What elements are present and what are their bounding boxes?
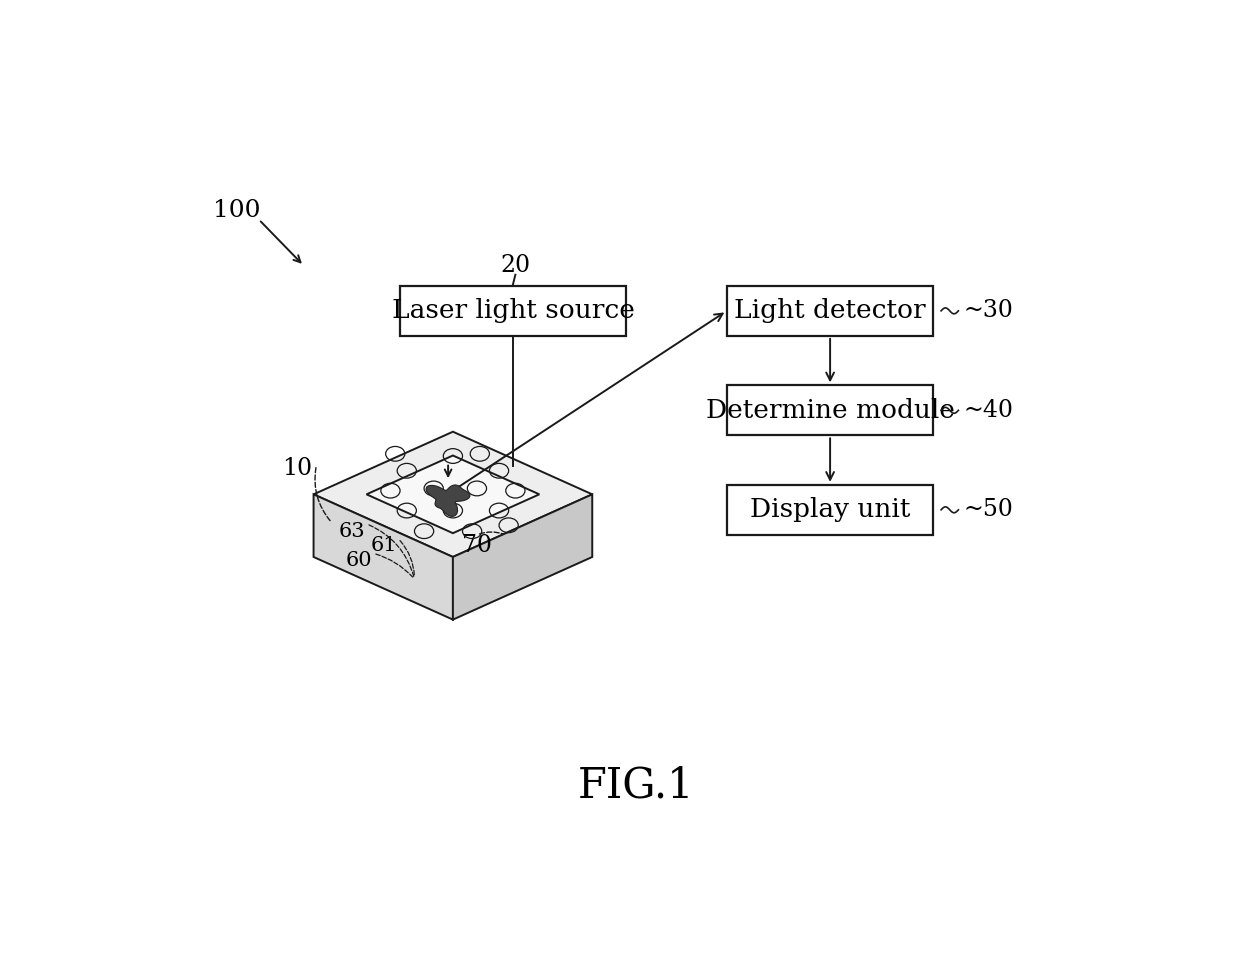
Text: 20: 20 xyxy=(500,255,531,278)
Polygon shape xyxy=(314,432,593,557)
Text: 10: 10 xyxy=(283,457,312,480)
Polygon shape xyxy=(425,485,470,517)
Text: 70: 70 xyxy=(463,534,492,557)
Polygon shape xyxy=(367,456,539,533)
Polygon shape xyxy=(314,495,453,619)
Text: ~40: ~40 xyxy=(963,399,1013,422)
Bar xyxy=(727,286,934,336)
Text: FIG.1: FIG.1 xyxy=(578,765,693,807)
Bar xyxy=(727,386,934,435)
Text: 61: 61 xyxy=(371,537,397,555)
Bar xyxy=(401,286,626,336)
Text: Display unit: Display unit xyxy=(750,498,910,523)
Text: Light detector: Light detector xyxy=(734,299,926,323)
Text: Determine module: Determine module xyxy=(706,398,955,423)
Text: ~30: ~30 xyxy=(963,300,1013,323)
Text: 63: 63 xyxy=(339,522,366,541)
Text: 60: 60 xyxy=(346,551,372,570)
Text: Laser light source: Laser light source xyxy=(392,299,635,323)
Polygon shape xyxy=(453,495,593,619)
Text: 100: 100 xyxy=(213,199,260,222)
Bar xyxy=(727,485,934,535)
Text: ~50: ~50 xyxy=(963,499,1013,522)
